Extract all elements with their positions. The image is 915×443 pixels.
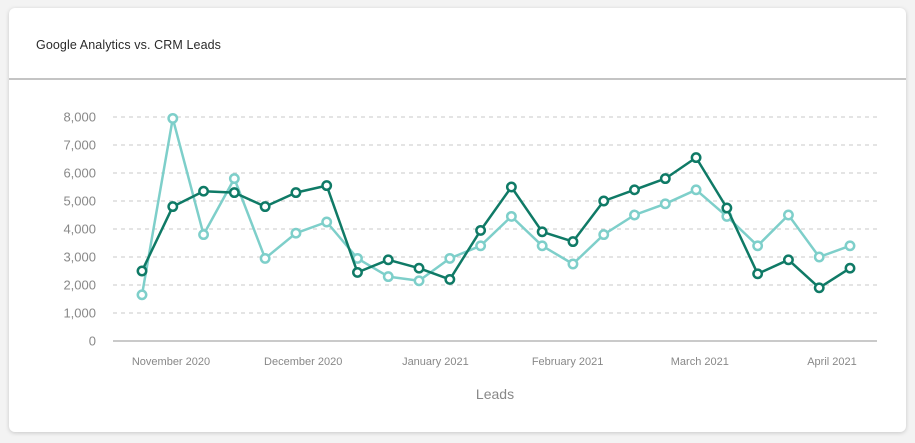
card-header: Google Analytics vs. CRM Leads [9,8,906,80]
y-tick-label: 6,000 [63,166,96,181]
series-1 [136,152,856,294]
y-tick-label: 1,000 [63,306,96,321]
data-point[interactable] [598,195,610,207]
data-point[interactable] [752,240,764,252]
data-point[interactable] [475,240,487,252]
series-2 [136,112,856,301]
data-point[interactable] [290,227,302,239]
data-point[interactable] [536,240,548,252]
grid-lines [113,116,877,314]
data-point[interactable] [567,236,579,248]
data-point[interactable] [659,198,671,210]
y-tick-label: 3,000 [63,250,96,265]
data-point[interactable] [752,268,764,280]
y-axis-ticks: 0 1,000 2,000 3,000 4,000 5,000 6,000 7,000 8,00… [63,110,96,349]
y-tick-label: 8,000 [63,110,96,125]
card-title: Google Analytics vs. CRM Leads [36,38,222,52]
data-point[interactable] [782,254,794,266]
x-axis-ticks: November 2020 December 2020 January 2021 Fe… [132,356,857,368]
data-point[interactable] [844,240,856,252]
y-tick-label: 7,000 [63,138,96,153]
data-point[interactable] [259,252,271,264]
data-point[interactable] [659,173,671,185]
data-point[interactable] [813,282,825,294]
y-tick-label: 0 [89,334,96,349]
y-tick-label: 4,000 [63,222,96,237]
y-tick-label: 2,000 [63,278,96,293]
series-line [140,156,851,290]
data-point[interactable] [598,229,610,241]
data-point[interactable] [721,202,733,214]
data-point[interactable] [444,273,456,285]
x-tick-label: December 2020 [264,356,342,368]
data-point[interactable] [352,266,363,278]
data-point[interactable] [136,289,148,301]
data-point[interactable] [321,180,333,192]
data-point[interactable] [290,187,302,199]
data-point[interactable] [259,201,271,213]
data-point[interactable] [136,265,148,277]
data-point[interactable] [536,226,548,238]
data-point[interactable] [844,262,856,274]
series-layer [136,112,856,301]
data-point[interactable] [228,187,240,199]
data-point[interactable] [167,112,179,124]
data-point[interactable] [690,152,702,164]
data-point[interactable] [505,181,517,193]
data-point[interactable] [198,229,210,241]
x-tick-label: March 2021 [671,356,729,368]
data-point[interactable] [505,210,517,222]
data-point[interactable] [382,254,394,266]
x-axis-title: Leads [476,386,514,402]
x-tick-label: November 2020 [132,356,210,368]
data-point[interactable] [198,185,210,197]
data-point[interactable] [413,275,425,287]
data-point[interactable] [690,184,702,196]
data-point[interactable] [444,252,456,264]
data-point[interactable] [475,224,487,236]
data-point[interactable] [167,201,179,213]
x-tick-label: April 2021 [807,356,857,368]
data-point[interactable] [813,251,825,263]
y-tick-label: 5,000 [63,194,96,209]
data-point[interactable] [782,209,794,221]
chart-card: Google Analytics vs. CRM Leads [9,8,906,432]
x-tick-label: January 2021 [402,356,469,368]
data-point[interactable] [382,271,394,283]
data-point[interactable] [629,184,640,196]
x-tick-label: February 2021 [532,356,604,368]
data-point[interactable] [629,209,640,221]
data-point[interactable] [228,173,240,185]
data-point[interactable] [321,216,333,228]
data-point[interactable] [567,258,579,270]
data-point[interactable] [413,262,425,274]
